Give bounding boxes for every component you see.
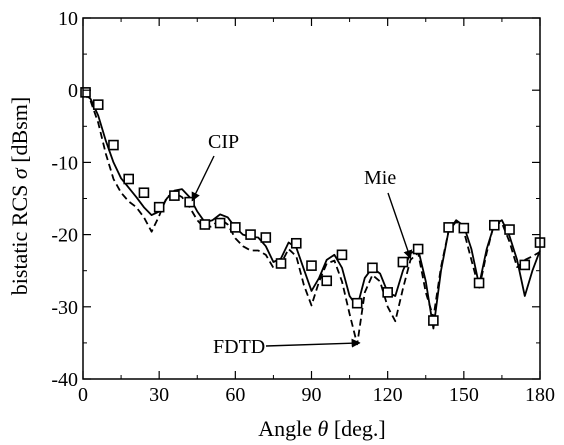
series-fdtd-point <box>412 243 424 255</box>
tick-layer: 0 30 60 90 120 150 180 -40 -30 -20 -10 0 10 <box>51 8 555 406</box>
x-tick-label: 30 <box>149 384 169 406</box>
annotation-cip-arrow <box>191 155 215 202</box>
y-axis-title-symbol: σ <box>7 167 32 179</box>
series-fdtd-point <box>108 139 119 151</box>
y-tick-label: 0 <box>68 80 78 102</box>
series-fdtd-point <box>153 201 165 213</box>
annotation-mie-arrow <box>387 192 413 260</box>
x-axis-title-suffix: [deg.] <box>328 416 385 441</box>
series-fdtd-point <box>321 275 333 287</box>
y-tick-label: -30 <box>51 297 78 319</box>
series-fdtd-point <box>275 258 287 269</box>
series-fdtd-point <box>473 277 485 289</box>
x-axis-title-prefix: Angle <box>258 416 317 441</box>
y-tick-label: -10 <box>51 152 78 174</box>
annotation-cip-label: CIP <box>208 131 239 153</box>
series-fdtd-point <box>519 259 531 271</box>
series-fdtd-point <box>306 260 317 271</box>
series-cip-line <box>82 91 541 346</box>
annotation-mie-label: Mie <box>364 167 396 189</box>
y-axis-title-prefix: bistatic RCS <box>7 179 32 295</box>
series-fdtd-point <box>336 249 348 261</box>
series-fdtd-point <box>458 222 470 234</box>
y-axis-title-suffix: [dBsm] <box>7 97 32 169</box>
y-tick-label: 10 <box>58 8 78 30</box>
series-fdtd-point <box>245 229 256 240</box>
series-fdtd-point <box>382 287 393 298</box>
series-fdtd-point <box>80 87 91 98</box>
series-fdtd-point <box>290 237 302 249</box>
x-tick-label: 90 <box>302 384 322 406</box>
x-tick-label: 0 <box>78 384 88 406</box>
series-fdtd-point <box>443 222 454 233</box>
x-tick-label: 150 <box>449 384 479 406</box>
x-axis-title-symbol: θ <box>318 416 329 441</box>
x-tick-label: 60 <box>225 384 245 406</box>
series-fdtd-point <box>184 196 195 208</box>
series-fdtd-point <box>397 256 409 268</box>
x-tick-label: 120 <box>373 384 403 406</box>
annotation-layer: CIP Mie FDTD <box>191 131 413 358</box>
series-fdtd-point <box>169 190 180 201</box>
series-fdtd-point <box>488 219 500 231</box>
series-fdtd-point <box>351 297 363 309</box>
x-axis-title: Angle θ [deg.] <box>258 416 386 441</box>
y-tick-label: -40 <box>51 369 78 391</box>
annotation-fdtd-label: FDTD <box>213 336 265 358</box>
y-axis-title: bistatic RCS σ [dBsm] <box>7 97 32 295</box>
y-tick-label: -20 <box>51 225 78 247</box>
plot-frame <box>82 17 541 380</box>
series-fdtd-markers <box>80 87 546 326</box>
series-fdtd-point <box>92 99 104 110</box>
series-fdtd-point <box>199 219 211 230</box>
series-fdtd-point <box>367 262 378 274</box>
series-fdtd-point <box>504 224 515 235</box>
series-fdtd-point <box>260 232 272 243</box>
series-mie-line <box>82 91 541 330</box>
series-fdtd-point <box>123 173 134 185</box>
series-fdtd-point <box>214 217 226 229</box>
series-fdtd-point <box>138 187 150 199</box>
x-tick-label: 180 <box>525 384 555 406</box>
annotation-fdtd-arrow <box>265 338 361 348</box>
series-layer <box>80 87 546 346</box>
series-fdtd-point <box>230 222 241 233</box>
series-fdtd-point <box>428 315 439 326</box>
